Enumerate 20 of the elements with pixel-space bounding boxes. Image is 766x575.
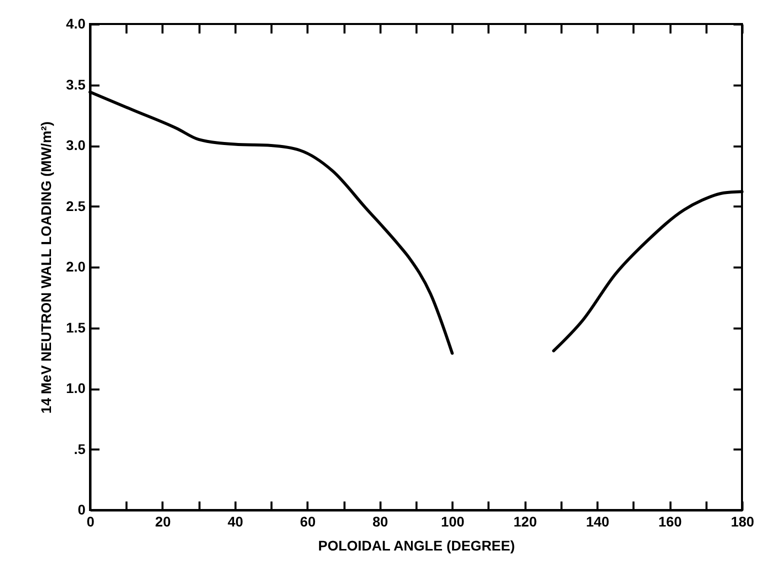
x-tick-label: 60 — [300, 514, 316, 530]
x-tick-label: 100 — [441, 514, 465, 530]
x-axis-title: POLOIDAL ANGLE (DEGREE) — [318, 538, 515, 554]
x-tick-label: 160 — [658, 514, 682, 530]
y-axis-title: 14 MeV NEUTRON WALL LOADING (MW/m²) — [38, 121, 54, 414]
y-tick-label: 3.5 — [66, 76, 86, 92]
x-tick-label: 40 — [228, 514, 244, 530]
x-tick-label: 120 — [513, 514, 538, 530]
y-tick-label: 2.0 — [66, 258, 86, 274]
y-tick-label: .5 — [74, 440, 86, 457]
y-tick-label: 1.0 — [66, 380, 86, 396]
y-tick-label: 0 — [78, 502, 86, 518]
x-tick-label: 80 — [372, 514, 388, 530]
y-tick-label: 1.5 — [66, 319, 86, 336]
x-tick-label: 140 — [586, 514, 610, 530]
y-tick-label: 3.0 — [66, 137, 86, 153]
y-tick-label: 4.0 — [66, 16, 86, 32]
x-tick-label: 20 — [155, 514, 171, 530]
y-tick-label: 2.5 — [66, 198, 86, 214]
x-tick-label: 180 — [730, 514, 754, 530]
